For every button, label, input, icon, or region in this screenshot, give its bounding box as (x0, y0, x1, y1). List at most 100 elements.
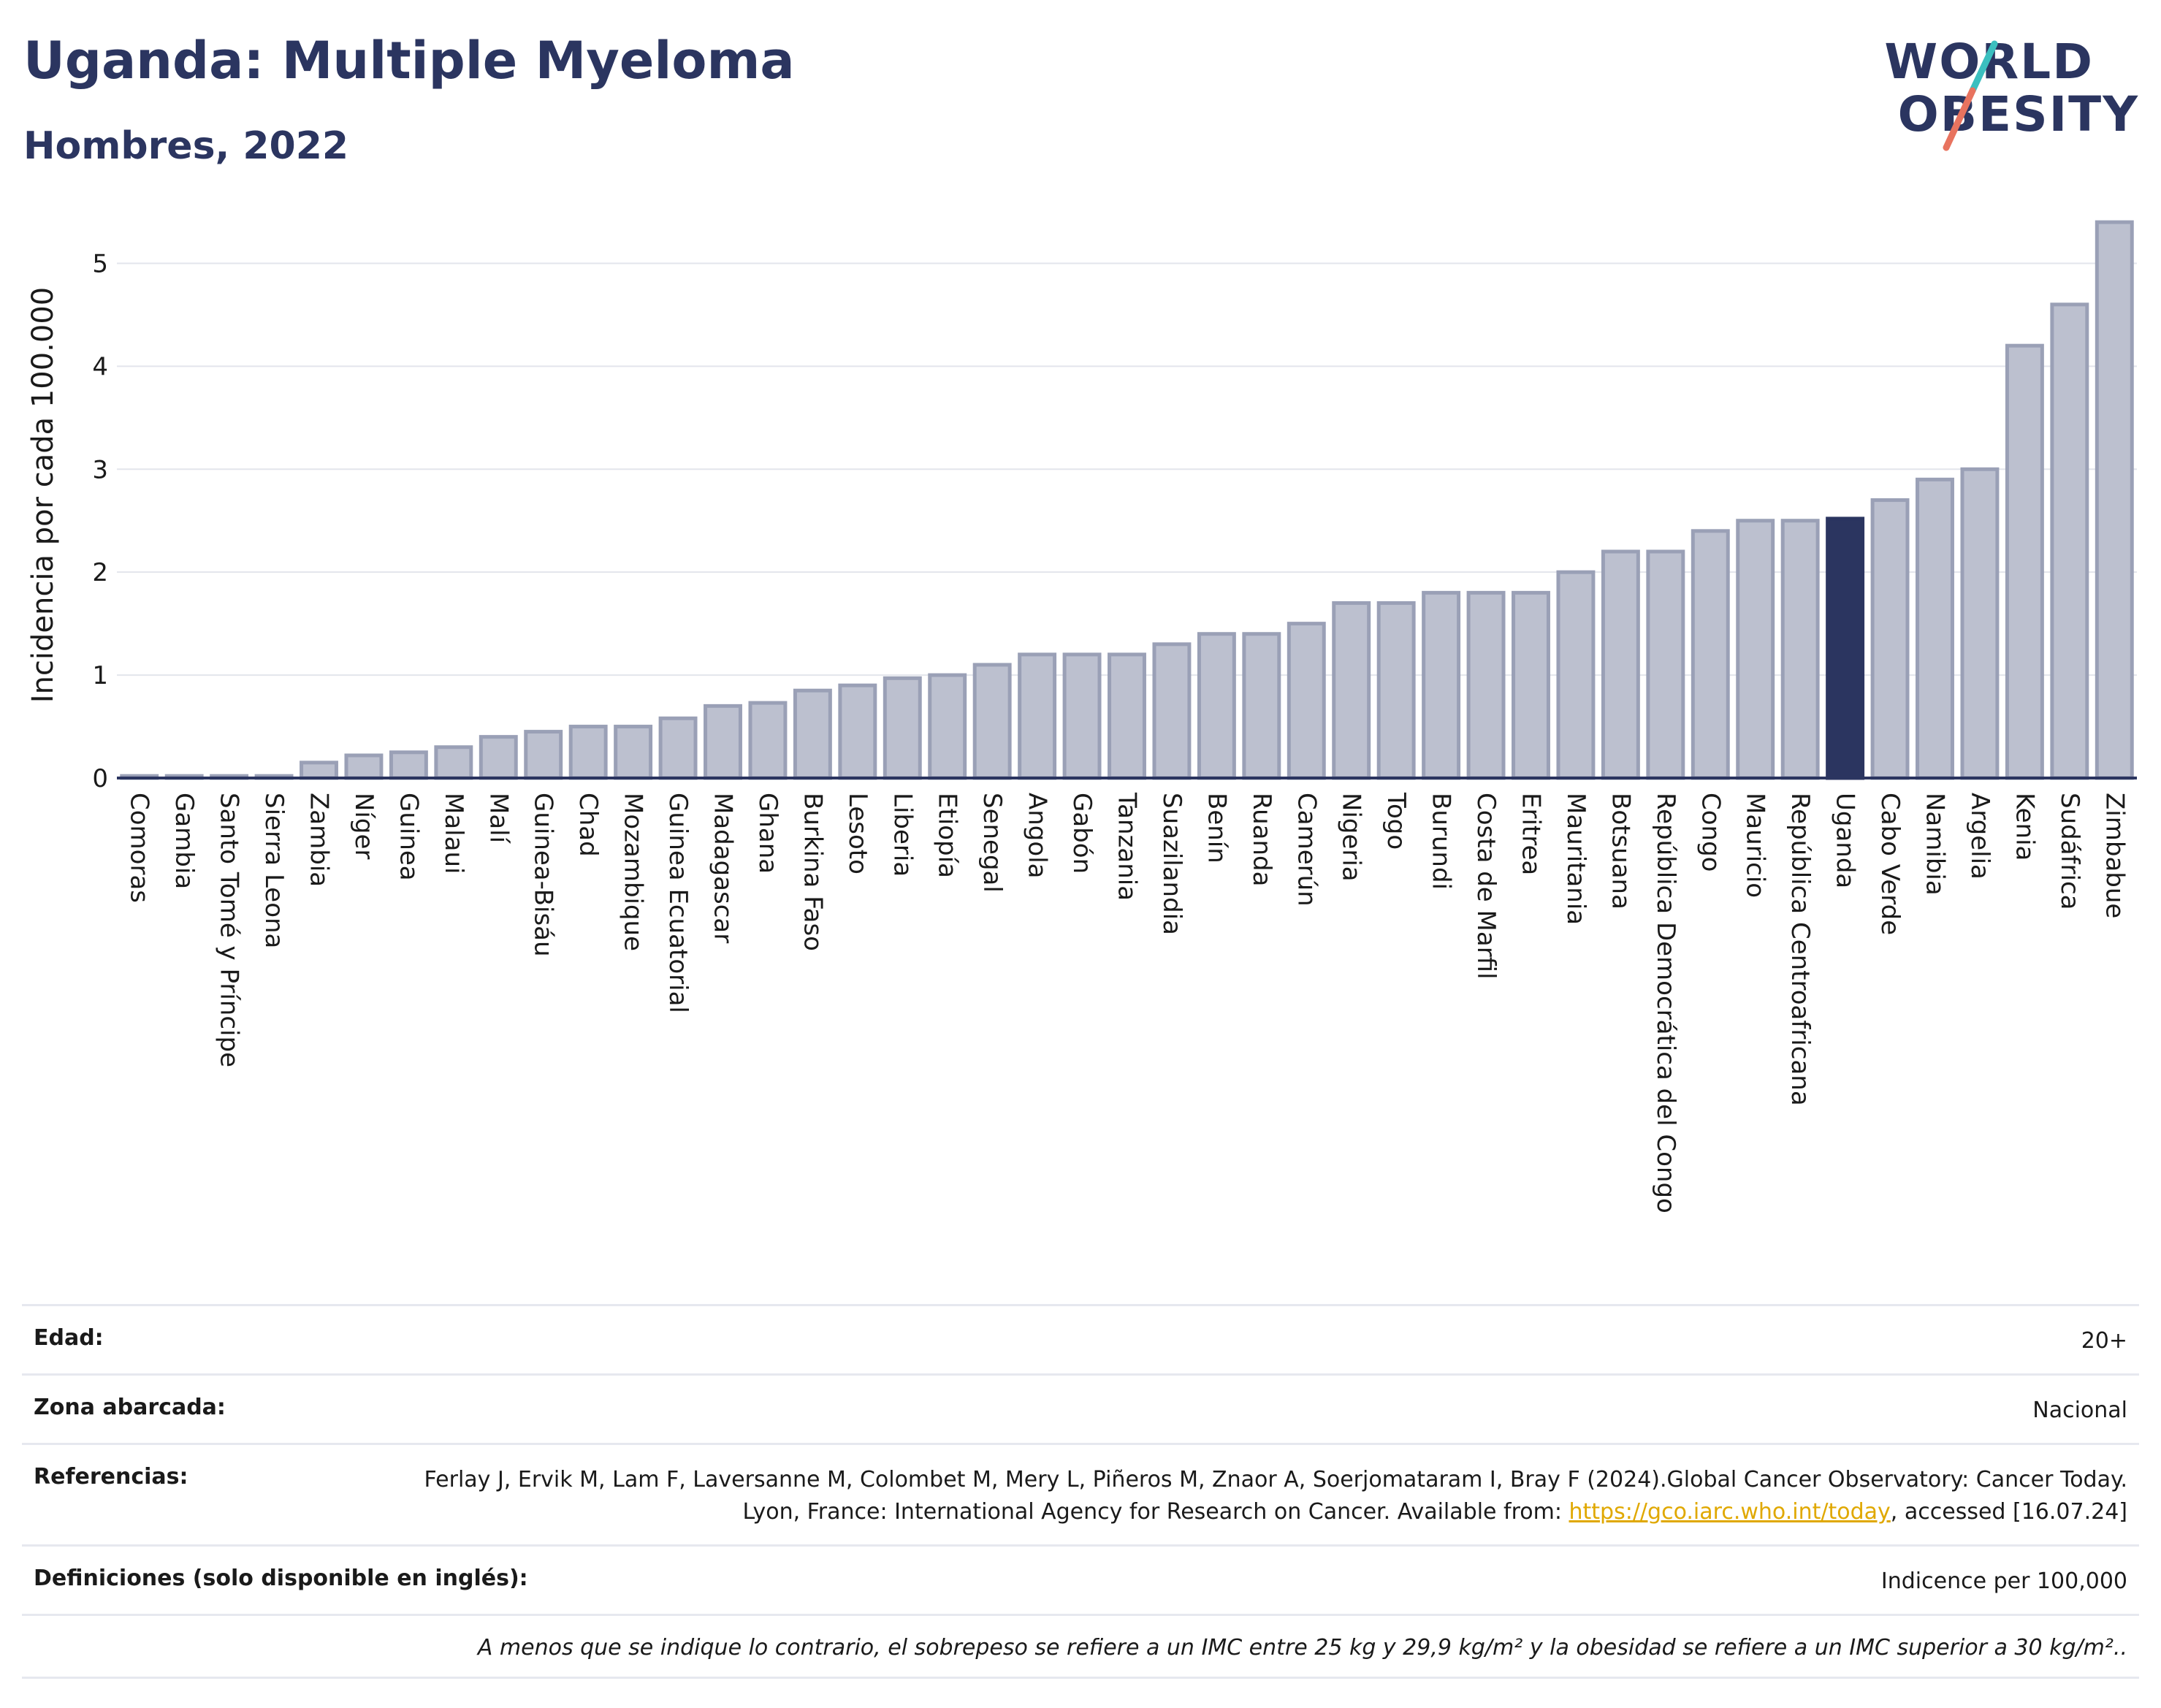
y-tick-label: 5 (92, 249, 108, 278)
bar-ben-n (1197, 632, 1236, 780)
bar-rep-blica-centroafricana (1780, 519, 1820, 780)
bar-ghana (748, 701, 788, 780)
y-axis-label: Incidencia por cada 100.000 (26, 287, 60, 704)
bar-n-ger (344, 753, 384, 780)
bar-costa-de-marfil (1466, 590, 1506, 780)
x-tick-label: República Centroafricana (1785, 793, 1815, 1106)
x-tick-label: Lesoto (843, 793, 872, 874)
x-tick-label: Gambia (169, 793, 199, 889)
bar-chad (568, 725, 608, 780)
bar-burkina-faso (793, 688, 832, 780)
x-tick-label: Mauritania (1561, 793, 1590, 925)
bar-suazilandia (1152, 642, 1192, 780)
x-tick-label: República Democrática del Congo (1651, 793, 1680, 1213)
bar-kenia (2005, 343, 2044, 780)
age-value: 20+ (2081, 1328, 2127, 1354)
x-tick-label: Uganda (1831, 793, 1860, 888)
bar-guinea-bis-u (524, 730, 563, 780)
bar-sud-frica (2050, 302, 2089, 780)
info-table: Edad: 20+ Zona abarcada: Nacional Refere… (22, 1304, 2139, 1679)
x-tick-label: Tanzania (1113, 792, 1142, 901)
bar-rep-blica-democr-tica-del-congo (1646, 549, 1685, 780)
bars (120, 220, 2134, 780)
x-tick-label: Santo Tomé y Príncipe (215, 793, 244, 1067)
bar-mozambique (614, 725, 653, 780)
bar-etiop-a (928, 673, 967, 780)
x-tick-label: Eritrea (1517, 793, 1546, 875)
bar-nigeria (1332, 601, 1371, 780)
x-tick-label: Gabón (1067, 793, 1097, 874)
bar-congo (1691, 529, 1730, 780)
bar-guinea-ecuatorial (658, 716, 698, 780)
bar-mal- (479, 735, 518, 780)
x-tick-label: Kenia (2010, 793, 2039, 861)
x-tick-label: Costa de Marfil (1471, 793, 1501, 980)
x-tick-label: Burkina Faso (798, 793, 827, 951)
bar-madagascar (704, 704, 742, 780)
x-tick-label: Zambia (305, 793, 334, 887)
bar-chart: 0 1 2 3 4 5 Comoras Gambia Santo Tomé y Príncip… (26, 220, 2137, 1213)
bar-ruanda (1242, 632, 1281, 780)
x-tick-label: Togo (1381, 792, 1411, 850)
x-tick-label: Malí (484, 793, 513, 845)
bar-namibia (1916, 477, 1954, 780)
x-tick-label: Etiopía (933, 793, 962, 878)
x-tick-label: Sudáfrica (2055, 793, 2084, 910)
bar-senegal (972, 663, 1012, 780)
bar-liberia (883, 676, 922, 780)
x-tick-label: Ruanda (1247, 793, 1276, 886)
y-tick-label: 4 (92, 352, 108, 381)
references-tail: , accessed [16.07.24] (1890, 1499, 2127, 1525)
x-tick-label: Ghana (753, 793, 782, 874)
x-tick-label: Suazilandia (1157, 793, 1186, 935)
bar-angola (1018, 652, 1057, 780)
bar-mauritania (1556, 570, 1596, 780)
x-tick-label: Guinea (394, 793, 423, 881)
y-tick-label: 1 (92, 661, 108, 690)
x-tick-label: Botsuana (1606, 793, 1635, 910)
x-tick-label: Guinea-Bisáu (529, 793, 558, 957)
x-tick-label: Zimbabue (2100, 793, 2129, 918)
references-text: Ferlay J, Ervik M, Lam F, Laversanne M, … (424, 1467, 2127, 1525)
bar-mauricio (1736, 519, 1775, 780)
info-row-age: Edad: 20+ (22, 1304, 2139, 1373)
x-tick-label: Argelia (1965, 793, 1994, 880)
references-value: Ferlay J, Ervik M, Lam F, Laversanne M, … (411, 1464, 2127, 1528)
bar-zambia (300, 760, 338, 780)
x-tick-label: Cabo Verde (1875, 793, 1905, 935)
page-title: Uganda: Multiple Myeloma (23, 31, 795, 91)
x-tick-label: Namibia (1921, 793, 1950, 896)
info-row-definitions: Definiciones (solo disponible en inglés)… (22, 1544, 2139, 1614)
y-axis-ticks: 0 1 2 3 4 5 (92, 249, 108, 793)
x-tick-label: Liberia (888, 793, 917, 877)
references-label: Referencias: (34, 1464, 188, 1490)
definitions-label: Definiciones (solo disponible en inglés)… (34, 1566, 528, 1591)
bar-lesoto (838, 683, 877, 780)
x-tick-label: Nigeria (1337, 793, 1366, 882)
bar-camer-n (1287, 622, 1326, 780)
y-tick-label: 0 (92, 764, 108, 793)
references-link[interactable]: https://gco.iarc.who.int/today (1569, 1499, 1891, 1525)
area-label: Zona abarcada: (34, 1395, 226, 1420)
bar-zimbabue (2095, 220, 2134, 780)
x-tick-label: Benín (1202, 793, 1231, 863)
info-row-area: Zona abarcada: Nacional (22, 1373, 2139, 1443)
x-tick-label: Senegal (977, 793, 1007, 893)
bar-uganda (1826, 516, 1865, 780)
x-tick-label: Mauricio (1741, 793, 1770, 898)
x-tick-label: Níger (349, 793, 378, 859)
bar-eritrea (1512, 590, 1550, 780)
bar-guinea (389, 750, 428, 780)
page-subtitle: Hombres, 2022 (23, 124, 349, 168)
x-tick-label: Sierra Leona (259, 793, 289, 948)
y-tick-label: 3 (92, 455, 108, 484)
x-tick-label: Congo (1696, 793, 1725, 872)
x-tick-label: Mozambique (619, 793, 648, 951)
bar-botsuana (1601, 549, 1640, 780)
area-value: Nacional (2032, 1398, 2127, 1423)
bar-burundi (1422, 590, 1461, 780)
bar-tanzania (1108, 652, 1146, 780)
x-tick-label: Burundi (1427, 793, 1456, 890)
bar-togo (1376, 601, 1416, 780)
x-tick-label: Guinea Ecuatorial (663, 793, 693, 1013)
